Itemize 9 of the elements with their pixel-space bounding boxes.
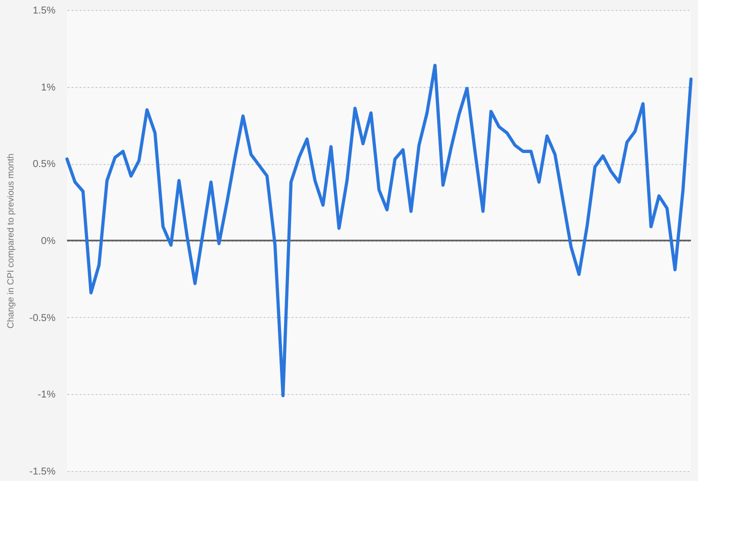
y-axis-title: Change in CPI compared to previous month xyxy=(5,153,16,329)
y-tick-label: 0% xyxy=(41,236,56,247)
y-tick-label: -0.5% xyxy=(29,312,56,324)
y-tick-label: -1.5% xyxy=(29,466,56,478)
y-tick-label: -1% xyxy=(38,390,56,401)
y-tick-label: 1% xyxy=(41,82,56,94)
y-tick-label: 0.5% xyxy=(32,159,56,170)
y-tick-label: 1.5% xyxy=(32,6,56,16)
line-series xyxy=(65,64,693,398)
